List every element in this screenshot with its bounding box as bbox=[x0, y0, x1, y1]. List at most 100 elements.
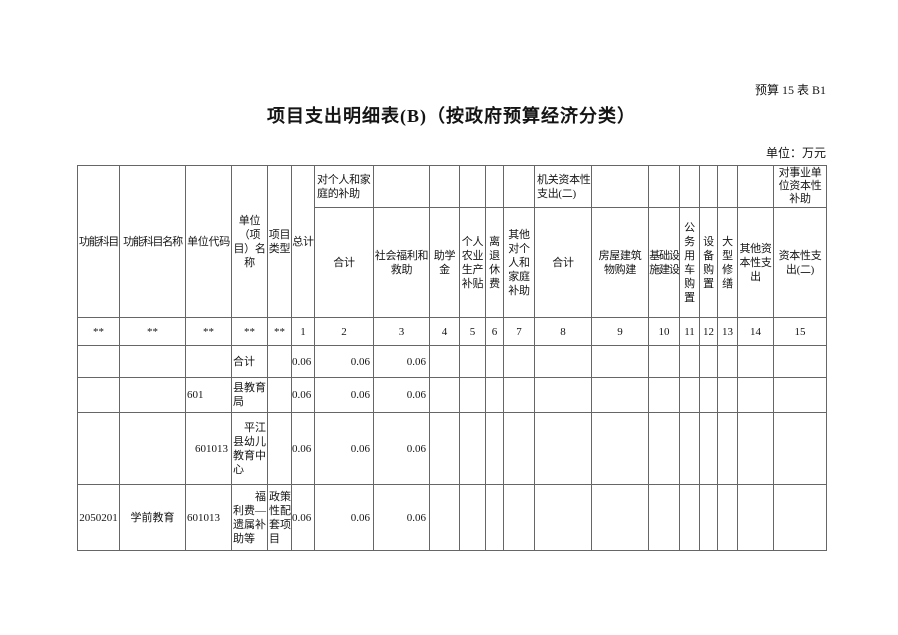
table-cell bbox=[503, 412, 535, 485]
cell-personal-total: 0.06 bbox=[314, 484, 374, 551]
table-cell bbox=[119, 345, 186, 378]
table-cell bbox=[699, 377, 718, 413]
table-cell bbox=[699, 412, 718, 485]
col-header-grand-total: 总计 bbox=[291, 165, 315, 318]
cell-func-subject: 2050201 bbox=[77, 484, 120, 551]
code-row-cell: ** bbox=[231, 317, 268, 346]
code-row-cell: ** bbox=[119, 317, 186, 346]
table-cell bbox=[773, 412, 827, 485]
table-cell bbox=[591, 412, 649, 485]
group-header-spacer bbox=[648, 165, 680, 208]
table-cell bbox=[737, 484, 774, 551]
cell-unit-code: 601013 bbox=[185, 412, 232, 485]
col-header-agency-total: 合计 bbox=[534, 207, 592, 318]
cell-unit-project-name: 福利费—遗属补助等 bbox=[231, 484, 268, 551]
group-header-personal-family-subsidy: 对个人和家庭的补助 bbox=[314, 165, 374, 208]
table-row: 2050201 学前教育 601013 福利费—遗属补助等 政策性配套项目 0.… bbox=[77, 484, 827, 551]
table-cell bbox=[534, 345, 592, 378]
table-cell bbox=[429, 412, 460, 485]
table-cell bbox=[429, 377, 460, 413]
table-cell bbox=[717, 345, 738, 378]
table-cell bbox=[717, 484, 738, 551]
col-header-scholarship: 助学金 bbox=[429, 207, 460, 318]
table-cell bbox=[77, 377, 120, 413]
table-cell bbox=[773, 377, 827, 413]
col-header-other-personal-family: 其他对个人和家庭补助 bbox=[503, 207, 535, 318]
cell-personal-total: 0.06 bbox=[314, 412, 374, 485]
col-header-major-renovation: 大型修缮 bbox=[717, 207, 738, 318]
table-cell bbox=[534, 412, 592, 485]
cell-grand-total: 0.06 bbox=[291, 377, 315, 413]
group-header-spacer bbox=[485, 165, 504, 208]
table-cell bbox=[679, 377, 700, 413]
table-cell bbox=[699, 484, 718, 551]
table-cell bbox=[534, 484, 592, 551]
table-cell bbox=[119, 377, 186, 413]
group-header-spacer bbox=[429, 165, 460, 208]
table-cell bbox=[699, 345, 718, 378]
code-row-cell: 2 bbox=[314, 317, 374, 346]
code-row-cell: ** bbox=[267, 317, 292, 346]
code-row-cell: 11 bbox=[679, 317, 700, 346]
table-cell bbox=[648, 484, 680, 551]
table-cell bbox=[485, 484, 504, 551]
budget-table-ref: 预算 15 表 B1 bbox=[754, 83, 826, 97]
cell-social-welfare: 0.06 bbox=[373, 412, 430, 485]
table-cell bbox=[534, 377, 592, 413]
col-header-personal-total: 合计 bbox=[314, 207, 374, 318]
code-row-cell: 15 bbox=[773, 317, 827, 346]
table-cell bbox=[267, 345, 292, 378]
cell-unit-code: 601013 bbox=[185, 484, 232, 551]
code-row-cell: 6 bbox=[485, 317, 504, 346]
col-header-infrastructure: 基础设施建设 bbox=[648, 207, 680, 318]
expenditure-table: 功能科目 功能科目名称 单位代码 单位（项目）名称 项目类型 总计 对个人和家庭… bbox=[77, 165, 827, 551]
table-cell bbox=[459, 377, 486, 413]
cell-func-subject-name: 学前教育 bbox=[119, 484, 186, 551]
table-cell bbox=[648, 345, 680, 378]
table-cell bbox=[503, 484, 535, 551]
table-cell bbox=[591, 345, 649, 378]
table-cell bbox=[185, 345, 232, 378]
col-header-func-subject: 功能科目 bbox=[77, 165, 120, 318]
col-header-unit-code: 单位代码 bbox=[185, 165, 232, 318]
table-cell bbox=[485, 412, 504, 485]
code-row-cell: 13 bbox=[717, 317, 738, 346]
col-header-personal-agri-subsidy: 个人农业生产补贴 bbox=[459, 207, 486, 318]
group-header-spacer bbox=[591, 165, 649, 208]
table-cell bbox=[737, 377, 774, 413]
unit-label: 单位：万元 bbox=[765, 146, 826, 160]
cell-unit-code: 601 bbox=[185, 377, 232, 413]
col-header-func-subject-name: 功能科目名称 bbox=[119, 165, 186, 318]
code-row-cell: 1 bbox=[291, 317, 315, 346]
table-cell bbox=[119, 412, 186, 485]
table-cell bbox=[429, 345, 460, 378]
cell-grand-total: 0.06 bbox=[291, 484, 315, 551]
cell-unit-project-name: 县教育局 bbox=[231, 377, 268, 413]
table-cell bbox=[459, 484, 486, 551]
code-row-cell: 10 bbox=[648, 317, 680, 346]
table-cell bbox=[77, 345, 120, 378]
table-cell bbox=[485, 345, 504, 378]
group-header-spacer bbox=[373, 165, 430, 208]
code-row-cell: 14 bbox=[737, 317, 774, 346]
cell-grand-total: 0.06 bbox=[291, 345, 315, 378]
table-cell bbox=[267, 377, 292, 413]
col-header-housing-construction: 房屋建筑物购建 bbox=[591, 207, 649, 318]
code-row-cell: 7 bbox=[503, 317, 535, 346]
table-cell bbox=[773, 484, 827, 551]
cell-social-welfare: 0.06 bbox=[373, 345, 430, 378]
col-header-other-capital-expense: 其他资本性支出 bbox=[737, 207, 774, 318]
table-cell bbox=[591, 484, 649, 551]
cell-social-welfare: 0.06 bbox=[373, 377, 430, 413]
table-cell bbox=[459, 412, 486, 485]
table-row: 601 县教育局 0.06 0.06 0.06 bbox=[77, 377, 827, 413]
cell-grand-total: 0.06 bbox=[291, 412, 315, 485]
table-cell bbox=[591, 377, 649, 413]
code-row-cell: 5 bbox=[459, 317, 486, 346]
code-row-cell: ** bbox=[77, 317, 120, 346]
group-header-spacer bbox=[679, 165, 700, 208]
group-header-spacer bbox=[717, 165, 738, 208]
group-header-spacer bbox=[503, 165, 535, 208]
col-header-institution-capital-expense: 资本性支出(二) bbox=[773, 207, 827, 318]
cell-social-welfare: 0.06 bbox=[373, 484, 430, 551]
